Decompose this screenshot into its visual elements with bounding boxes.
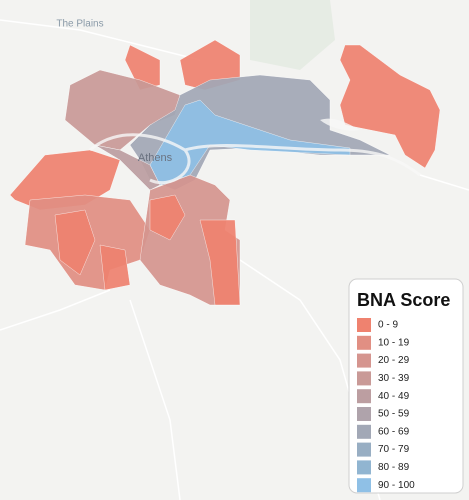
- area: [199, 219, 241, 306]
- road: [0, 289, 111, 331]
- legend-swatch: [357, 353, 371, 368]
- place-label: The Plains: [56, 19, 103, 30]
- legend: BNA Score 0 - 9 10 - 19 20 - 29 30 - 39 40 -…: [348, 278, 464, 494]
- legend-label: 80 - 89: [378, 462, 410, 473]
- legend-label: 20 - 29: [378, 355, 410, 366]
- lake: [320, 118, 360, 131]
- legend-box: [348, 278, 464, 494]
- road: [0, 19, 201, 61]
- river: [89, 133, 421, 185]
- legend-swatch: [357, 478, 371, 493]
- legend-label: 10 - 19: [378, 337, 410, 348]
- legend-swatch: [357, 424, 371, 439]
- legend-swatch: [357, 318, 371, 332]
- area: [9, 149, 121, 211]
- legend-label: 90 - 100: [378, 480, 415, 491]
- legend-title: BNA Score: [357, 290, 450, 310]
- area: [99, 244, 131, 291]
- legend-label: 0 - 9: [378, 320, 398, 331]
- place-label: Athens: [138, 152, 173, 164]
- area: [149, 194, 186, 241]
- area: [339, 44, 441, 169]
- legend-swatch: [357, 407, 371, 421]
- legend-label: 60 - 69: [378, 426, 410, 437]
- legend-label: 40 - 49: [378, 391, 410, 402]
- legend-swatch: [357, 335, 371, 350]
- legend-label: 30 - 39: [378, 373, 410, 384]
- legend-label: 70 - 79: [378, 444, 410, 455]
- legend-label: 50 - 59: [378, 409, 410, 420]
- legend-swatch: [357, 389, 371, 404]
- legend-swatch: [357, 460, 371, 475]
- area: [54, 209, 96, 276]
- legend-swatch: [357, 442, 371, 457]
- legend-swatch: [357, 371, 371, 386]
- road: [129, 299, 181, 500]
- park-area: [250, 0, 335, 70]
- road: [419, 174, 469, 191]
